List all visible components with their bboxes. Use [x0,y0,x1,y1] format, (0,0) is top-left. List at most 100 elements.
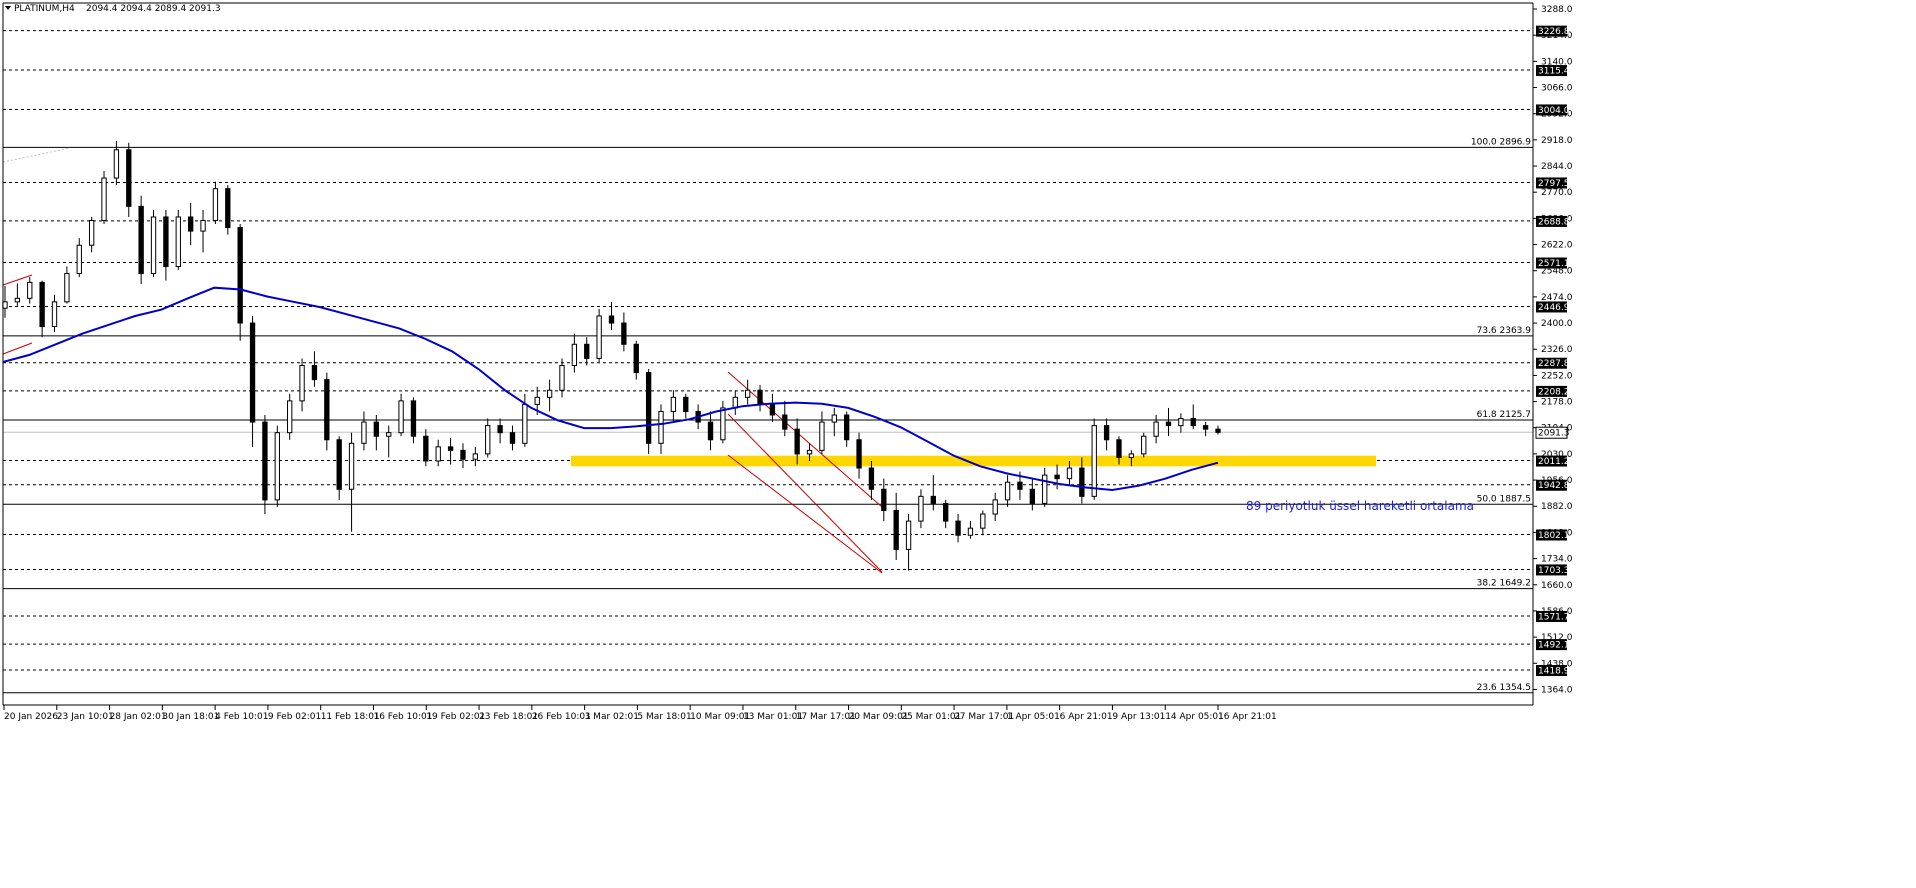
candle-body [1017,481,1023,490]
candle [782,400,788,437]
candle [51,294,58,332]
candle-body [138,205,144,275]
early-channel-lower [2,342,33,355]
candle-body [893,509,899,550]
candle-body [1029,488,1036,504]
candle-body [1103,425,1110,441]
candle [633,340,639,380]
candle-body [373,421,379,437]
candle [844,411,850,447]
candle [435,439,441,467]
candle [881,478,887,522]
candle [918,489,924,529]
candle [893,492,899,561]
candle [27,277,33,304]
candle-body [1190,418,1196,427]
candle [1202,422,1209,437]
candle [1178,413,1184,433]
candle [187,202,194,246]
candle-body [1054,474,1060,480]
candle-body [819,421,825,451]
x-tick-label: 4 Feb 10:01 [215,712,268,722]
candle [1153,415,1159,444]
level-tag [1536,104,1567,116]
level-label: 1703.3 [1538,566,1570,576]
candle [621,312,627,352]
level-tag [1536,177,1567,189]
candle-body [943,502,949,522]
x-tick-label: 23 Feb 18:01 [479,712,538,722]
level-tag [1536,357,1567,369]
candle [819,411,825,454]
early-channel-upper [2,274,33,286]
candle-body [101,177,107,221]
candle-body [769,403,776,416]
candle-body [287,400,293,434]
candle-body [39,281,45,328]
candle [608,301,615,331]
candle [1190,404,1196,430]
candle-body [534,396,540,405]
x-tick-label: 16 Apr 21:01 [1218,712,1277,722]
y-tick-label: 3288.0 [1541,5,1573,15]
candle-body [237,227,243,324]
candle [423,429,429,467]
fibonacci-label: 100.0 2896.9 [1471,137,1531,147]
candle-body [51,301,58,328]
level-tag [1536,564,1567,576]
support-zone [571,455,1376,467]
candle-body [348,442,355,490]
x-tick-label: 13 Mar 01:01 [743,712,803,722]
candle-body [150,216,157,275]
level-tag [1536,25,1567,37]
candle-body [1165,421,1172,427]
candle [447,437,454,465]
candle-body [1202,425,1209,430]
candle [930,475,936,511]
candle [559,358,565,398]
candle [732,390,738,416]
x-tick-label: 28 Jan 02:01 [110,712,167,722]
y-tick-label: 2844.0 [1541,162,1573,172]
candle [509,425,516,451]
candle [1103,418,1110,451]
x-tick-label: 25 Mar 01:01 [901,712,961,722]
ohlc-readout: 2094.4 2094.4 2089.4 2091.3 [86,4,221,14]
candle-body [1042,474,1048,504]
candle [237,224,243,341]
candle-body [757,389,763,405]
candle [249,315,256,447]
candle-body [460,449,466,460]
candle-body [546,389,553,398]
candle [287,393,293,440]
x-tick-label: 11 Feb 18:01 [321,712,380,722]
candle [138,195,144,285]
y-tick-label: 1364.0 [1541,685,1573,695]
candle-body [299,364,305,402]
candle [64,266,70,304]
candle [769,393,776,423]
candle-body [311,364,318,381]
candle-body [1215,428,1221,433]
level-tag [1536,385,1567,397]
candle [658,404,664,454]
candle [683,393,689,419]
candle-body [720,407,726,441]
x-tick-label: 20 Mar 09:01 [849,712,909,722]
candle-body [992,499,998,515]
candle-body [274,432,280,501]
candle-body [27,281,33,299]
candle [868,460,875,500]
candle-body [782,414,788,430]
level-label: 2797.5 [1538,179,1570,189]
candle-body [658,410,664,444]
candle-body [571,343,578,366]
candle-body [980,513,986,529]
candle-body [175,216,181,267]
level-label: 2208.2 [1538,387,1570,397]
candle [299,358,305,412]
candle-body [744,389,751,398]
y-tick-label: 2326.0 [1541,345,1573,355]
candle [720,400,726,444]
